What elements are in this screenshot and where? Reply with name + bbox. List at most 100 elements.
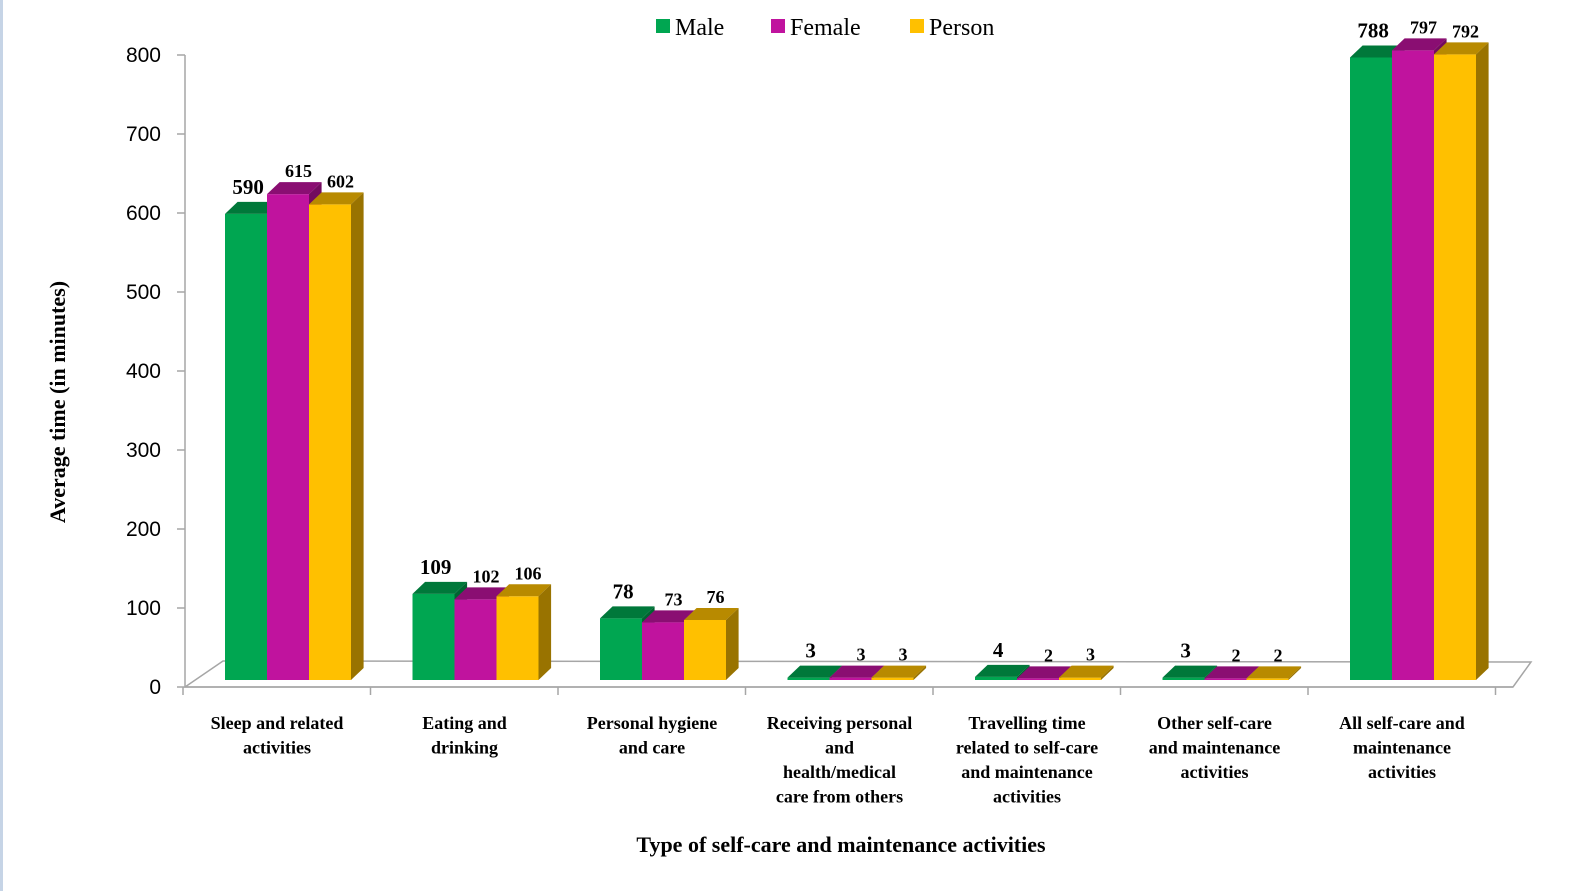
- bar-top: [496, 584, 552, 597]
- bar-front: [1059, 677, 1101, 680]
- category-label: Receiving personal and health/medical care …: [767, 713, 913, 807]
- bar-top: [1392, 38, 1447, 51]
- data-labels: 590 615 602 109 102 106 78 73 76 3 3 3 4 2 3 3 2 2 788 797 7…: [232, 17, 1479, 665]
- bar-side: [351, 192, 364, 681]
- legend: Male Female Person: [656, 15, 994, 41]
- bar-side: [726, 607, 739, 680]
- bar-top: [1204, 666, 1260, 679]
- bar-top: [454, 587, 510, 600]
- data-label: 3: [805, 639, 816, 663]
- bar-front: [1434, 54, 1476, 680]
- data-label: 106: [515, 563, 542, 583]
- bar-top: [1059, 665, 1114, 678]
- data-label: 78: [613, 579, 634, 603]
- y-axis-title: Average time (in minutes): [45, 281, 70, 523]
- y-tick-label: 100: [126, 597, 161, 620]
- data-label: 3: [857, 645, 866, 665]
- legend-swatch: [771, 19, 785, 33]
- bar-group: [1162, 665, 1302, 680]
- bar-top: [975, 664, 1030, 677]
- bar-top: [309, 192, 364, 205]
- legend-item-male: Male: [656, 15, 724, 41]
- bar-top: [225, 201, 280, 214]
- data-label: 3: [1086, 645, 1095, 665]
- category-label: Sleep and related activities: [211, 713, 344, 758]
- bar-front: [454, 599, 497, 680]
- bar-side: [913, 665, 927, 680]
- bar-person: [871, 665, 927, 680]
- category-label: All self-care and maintenance activities: [1339, 713, 1465, 782]
- bar-top: [1017, 666, 1072, 679]
- bar-front: [225, 213, 267, 680]
- y-tick-label: 800: [126, 44, 161, 67]
- bar-group: [225, 182, 364, 681]
- y-tick-label: 600: [126, 202, 161, 225]
- bar-group: [975, 664, 1114, 680]
- bar-person: [1059, 665, 1114, 680]
- x-axis: [182, 686, 1513, 695]
- bar-front: [496, 596, 539, 680]
- bar-top: [684, 607, 739, 620]
- bar-top: [1350, 45, 1405, 58]
- bar-front: [1162, 677, 1205, 680]
- legend-item-female: Female: [771, 15, 861, 41]
- bars-group: [225, 38, 1489, 681]
- bar-front: [642, 622, 684, 680]
- bar-front: [975, 676, 1017, 680]
- data-label: 76: [707, 587, 725, 607]
- data-label: 3: [899, 645, 908, 665]
- data-label: 73: [665, 589, 683, 609]
- bar-top: [1434, 42, 1489, 55]
- legend-swatch: [656, 19, 670, 33]
- bar-person: [309, 192, 364, 681]
- bar-group: [600, 606, 739, 680]
- bar-person: [496, 584, 552, 680]
- category-labels: Sleep and related activities Eating and dri…: [211, 713, 1465, 807]
- data-label: 797: [1410, 17, 1437, 37]
- bar-front: [684, 619, 726, 680]
- bar-front: [829, 677, 872, 680]
- bar-group: [787, 665, 927, 680]
- bar-person: [1434, 42, 1489, 680]
- bar-front: [1204, 678, 1247, 680]
- bar-side: [1288, 666, 1302, 680]
- category-label: Other self-care and maintenance activities: [1149, 713, 1281, 782]
- y-tick-label: 0: [149, 676, 161, 699]
- bar-front: [871, 677, 914, 680]
- category-label: Eating and drinking: [422, 713, 507, 758]
- legend-label: Person: [929, 15, 994, 41]
- bar-chart: 0 100 200 300 400 500 600 700 800 590 615 602 109 10…: [45, 15, 1533, 857]
- legend-swatch: [910, 19, 924, 33]
- legend-label: Male: [675, 15, 724, 41]
- data-label: 2: [1274, 645, 1283, 665]
- bar-front: [787, 677, 830, 680]
- bar-top: [412, 581, 468, 594]
- bar-top: [642, 610, 697, 623]
- bar-group: [1350, 38, 1489, 681]
- bar-side: [1476, 42, 1489, 680]
- bar-female: [642, 610, 697, 680]
- bar-side: [1101, 665, 1114, 680]
- data-label: 3: [1180, 639, 1191, 663]
- bar-front: [309, 204, 351, 681]
- bar-top: [600, 606, 655, 619]
- x-axis-title: Type of self-care and maintenance activi…: [636, 832, 1046, 857]
- y-tick-label: 200: [126, 518, 161, 541]
- category-label: Personal hygiene and care: [587, 713, 718, 758]
- data-label: 4: [993, 638, 1004, 662]
- bar-front: [1246, 678, 1289, 680]
- bar-top: [1246, 666, 1302, 679]
- bar-top: [871, 665, 927, 678]
- y-tick-label: 700: [126, 123, 161, 146]
- bar-top: [1162, 665, 1218, 678]
- bar-group: [412, 581, 552, 680]
- data-label: 109: [420, 555, 452, 579]
- data-label: 602: [327, 171, 354, 191]
- bar-top: [787, 665, 843, 678]
- data-label: 590: [232, 175, 264, 199]
- legend-label: Female: [790, 15, 861, 41]
- data-label: 102: [473, 566, 500, 586]
- legend-item-person: Person: [910, 15, 994, 41]
- data-label: 2: [1232, 645, 1241, 665]
